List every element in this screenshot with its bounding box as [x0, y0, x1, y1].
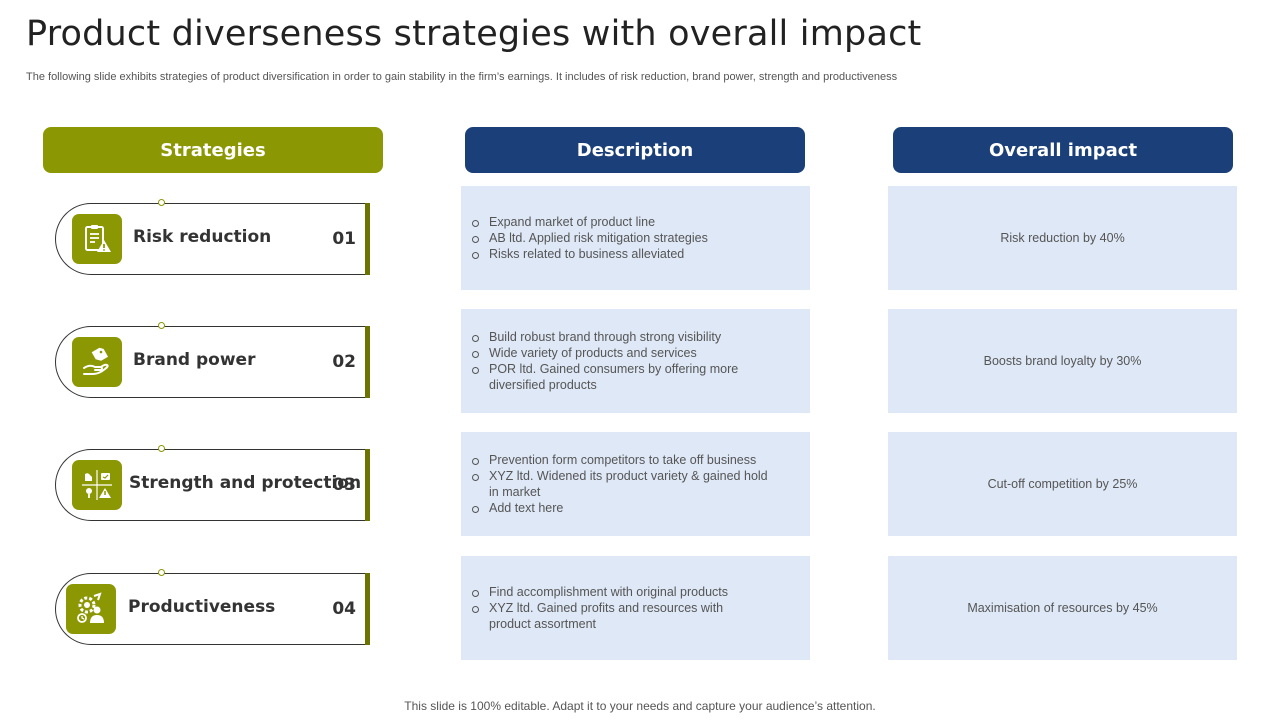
header-strategies: Strategies: [43, 127, 383, 173]
description-item: Build robust brand through strong visibi…: [471, 329, 771, 345]
description-item: XYZ ltd. Widened its product variety & g…: [471, 468, 771, 500]
description-item: Wide variety of products and services: [471, 345, 771, 361]
description-item: POR ltd. Gained consumers by offering mo…: [471, 361, 771, 393]
description-item: Prevention form competitors to take off …: [471, 452, 771, 468]
page-subtitle: The following slide exhibits strategies …: [26, 71, 898, 83]
strategy-label: Risk reduction: [133, 227, 272, 247]
footer-note: This slide is 100% editable. Adapt it to…: [404, 699, 876, 713]
strategy-number: 01: [332, 229, 356, 249]
strategy-number: 04: [332, 599, 356, 619]
connector-dot: [158, 569, 165, 576]
accent-bar: [365, 326, 370, 398]
connector-dot: [158, 199, 165, 206]
impact-box-1: Risk reduction by 40%: [888, 186, 1237, 290]
description-item: Risks related to business alleviated: [471, 246, 708, 262]
description-box-3: Prevention form competitors to take off …: [461, 432, 810, 536]
strategy-label: Strength and protection: [129, 473, 362, 493]
strategy-row-strength-and-protection: Strength and protection 03: [50, 445, 370, 525]
strategy-row-productiveness: Productiveness 04: [50, 569, 370, 649]
connector-dot: [158, 445, 165, 452]
connector-dot: [158, 322, 165, 329]
description-item: Add text here: [471, 500, 771, 516]
description-box-2: Build robust brand through strong visibi…: [461, 309, 810, 413]
description-item: Expand market of product line: [471, 214, 708, 230]
description-item: AB ltd. Applied risk mitigation strategi…: [471, 230, 708, 246]
strategy-row-risk-reduction: Risk reduction 01: [50, 199, 370, 279]
page-title: Product diverseness strategies with over…: [26, 14, 922, 54]
strategy-row-brand-power: Brand power 02: [50, 322, 370, 402]
header-overall-impact: Overall impact: [893, 127, 1233, 173]
impact-box-2: Boosts brand loyalty by 30%: [888, 309, 1237, 413]
strategy-label: Brand power: [133, 350, 256, 370]
header-description: Description: [465, 127, 805, 173]
description-box-4: Find accomplishment with original produc…: [461, 556, 810, 660]
description-item: XYZ ltd. Gained profits and resources wi…: [471, 600, 761, 632]
accent-bar: [365, 203, 370, 275]
strength-shield-icon: [72, 460, 122, 510]
impact-box-3: Cut-off competition by 25%: [888, 432, 1237, 536]
impact-box-4: Maximisation of resources by 45%: [888, 556, 1237, 660]
hand-tag-icon: [72, 337, 122, 387]
strategy-number: 02: [332, 352, 356, 372]
accent-bar: [365, 573, 370, 645]
accent-bar: [365, 449, 370, 521]
strategy-number: 03: [332, 475, 356, 495]
description-item: Find accomplishment with original produc…: [471, 584, 761, 600]
checklist-warning-icon: [72, 214, 122, 264]
description-box-1: Expand market of product line AB ltd. Ap…: [461, 186, 810, 290]
strategy-label: Productiveness: [128, 597, 276, 617]
gear-person-icon: [66, 584, 116, 634]
